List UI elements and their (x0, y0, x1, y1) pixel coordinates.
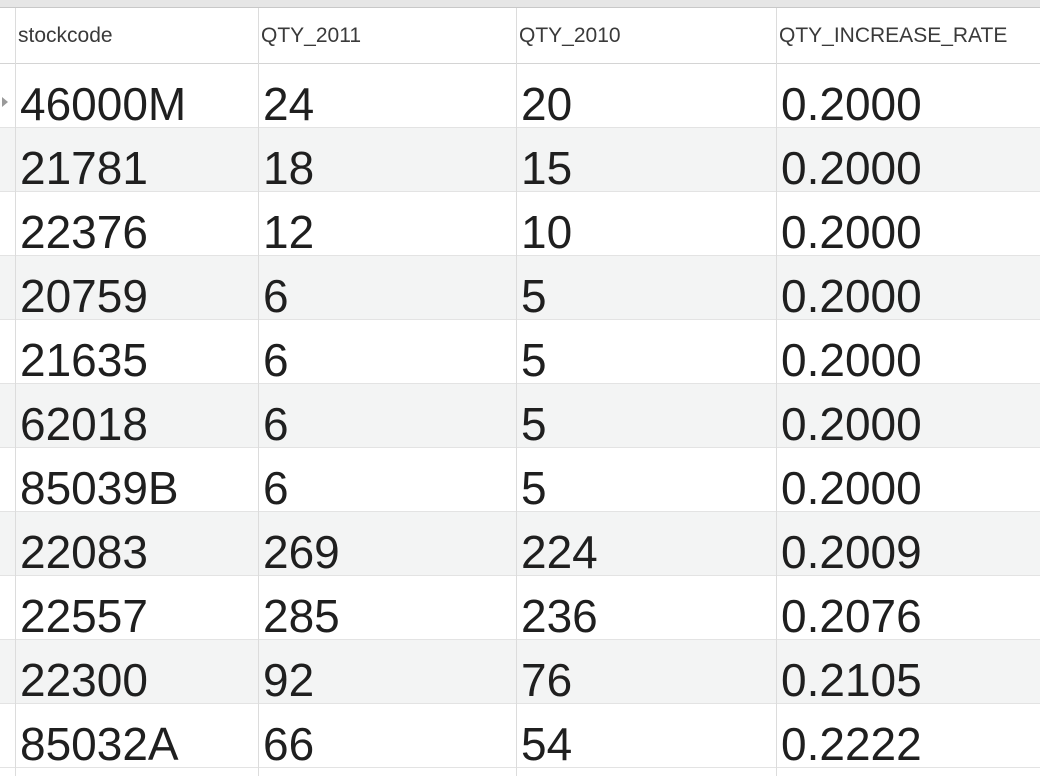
cell-stockcode[interactable]: 85032A (20, 718, 179, 768)
column-header-qty-increase-rate[interactable]: QTY_INCREASE_RATE (779, 24, 1008, 47)
cell-qty-increase-rate[interactable]: 0.2000 (781, 78, 922, 128)
cell-qty-increase-rate[interactable]: 0.2000 (781, 398, 922, 448)
cell-stockcode[interactable]: 22557 (20, 590, 148, 640)
cell-qty-2010[interactable]: 236 (521, 590, 598, 640)
grid-top-edge (0, 0, 1040, 8)
cell-qty-increase-rate[interactable]: 0.2009 (781, 526, 922, 576)
table-row[interactable]: 20759 6 5 0.2000 (0, 256, 1040, 320)
column-header-stockcode[interactable]: stockcode (18, 24, 113, 47)
cell-qty-2010[interactable]: 5 (521, 334, 547, 384)
cell-qty-2011[interactable]: 6 (263, 334, 289, 384)
cell-qty-2010[interactable]: 10 (521, 206, 573, 256)
column-divider (15, 8, 16, 776)
cell-qty-2011[interactable]: 18 (263, 142, 315, 192)
column-header-qty-2011[interactable]: QTY_2011 (261, 24, 362, 47)
cell-qty-2011[interactable]: 6 (263, 398, 289, 448)
cell-qty-increase-rate[interactable]: 0.2000 (781, 462, 922, 512)
cell-qty-increase-rate[interactable]: 0.2000 (781, 270, 922, 320)
cell-qty-2010[interactable]: 5 (521, 270, 547, 320)
cell-stockcode[interactable]: 62018 (20, 398, 148, 448)
table-row[interactable]: 22083 269 224 0.2009 (0, 512, 1040, 576)
grid-body: 46000M 24 20 0.2000 21781 18 15 0.2000 2… (0, 64, 1040, 768)
cell-qty-increase-rate[interactable]: 0.2105 (781, 654, 922, 704)
cell-qty-increase-rate[interactable]: 0.2076 (781, 590, 922, 640)
cell-qty-increase-rate[interactable]: 0.2000 (781, 206, 922, 256)
cell-stockcode[interactable]: 21781 (20, 142, 148, 192)
cell-qty-2010[interactable]: 15 (521, 142, 573, 192)
cell-qty-2011[interactable]: 24 (263, 78, 315, 128)
cell-qty-increase-rate[interactable]: 0.2000 (781, 142, 922, 192)
cell-qty-2010[interactable]: 76 (521, 654, 573, 704)
cell-stockcode[interactable]: 85039B (20, 462, 179, 512)
table-row[interactable]: 46000M 24 20 0.2000 (0, 64, 1040, 128)
column-divider[interactable] (516, 8, 517, 776)
cell-qty-2010[interactable]: 54 (521, 718, 573, 768)
cell-stockcode[interactable]: 22376 (20, 206, 148, 256)
cell-stockcode[interactable]: 20759 (20, 270, 148, 320)
table-row[interactable]: 85039B 6 5 0.2000 (0, 448, 1040, 512)
cell-qty-2011[interactable]: 6 (263, 270, 289, 320)
table-row[interactable]: 22557 285 236 0.2076 (0, 576, 1040, 640)
grid-header: stockcode QTY_2011 QTY_2010 QTY_INCREASE… (0, 8, 1040, 64)
table-row[interactable]: 85032A 66 54 0.2222 (0, 704, 1040, 768)
cell-qty-2011[interactable]: 92 (263, 654, 315, 704)
cell-qty-2010[interactable]: 224 (521, 526, 598, 576)
cell-qty-2010[interactable]: 20 (521, 78, 573, 128)
cell-stockcode[interactable]: 21635 (20, 334, 148, 384)
column-header-qty-2010[interactable]: QTY_2010 (519, 24, 621, 47)
cell-qty-2011[interactable]: 285 (263, 590, 340, 640)
cell-qty-2011[interactable]: 12 (263, 206, 315, 256)
table-row[interactable]: 62018 6 5 0.2000 (0, 384, 1040, 448)
cell-qty-2011[interactable]: 269 (263, 526, 340, 576)
column-divider[interactable] (258, 8, 259, 776)
column-divider[interactable] (776, 8, 777, 776)
cell-stockcode[interactable]: 22300 (20, 654, 148, 704)
table-row[interactable]: 22376 12 10 0.2000 (0, 192, 1040, 256)
cell-qty-increase-rate[interactable]: 0.2222 (781, 718, 922, 768)
cell-qty-increase-rate[interactable]: 0.2000 (781, 334, 922, 384)
table-row[interactable]: 22300 92 76 0.2105 (0, 640, 1040, 704)
cell-qty-2010[interactable]: 5 (521, 398, 547, 448)
cell-stockcode[interactable]: 22083 (20, 526, 148, 576)
table-row[interactable]: 21635 6 5 0.2000 (0, 320, 1040, 384)
cell-stockcode[interactable]: 46000M (20, 78, 187, 128)
cell-qty-2011[interactable]: 66 (263, 718, 315, 768)
triangle-right-icon (2, 97, 8, 107)
cell-qty-2010[interactable]: 5 (521, 462, 547, 512)
cell-qty-2011[interactable]: 6 (263, 462, 289, 512)
table-row[interactable]: 21781 18 15 0.2000 (0, 128, 1040, 192)
